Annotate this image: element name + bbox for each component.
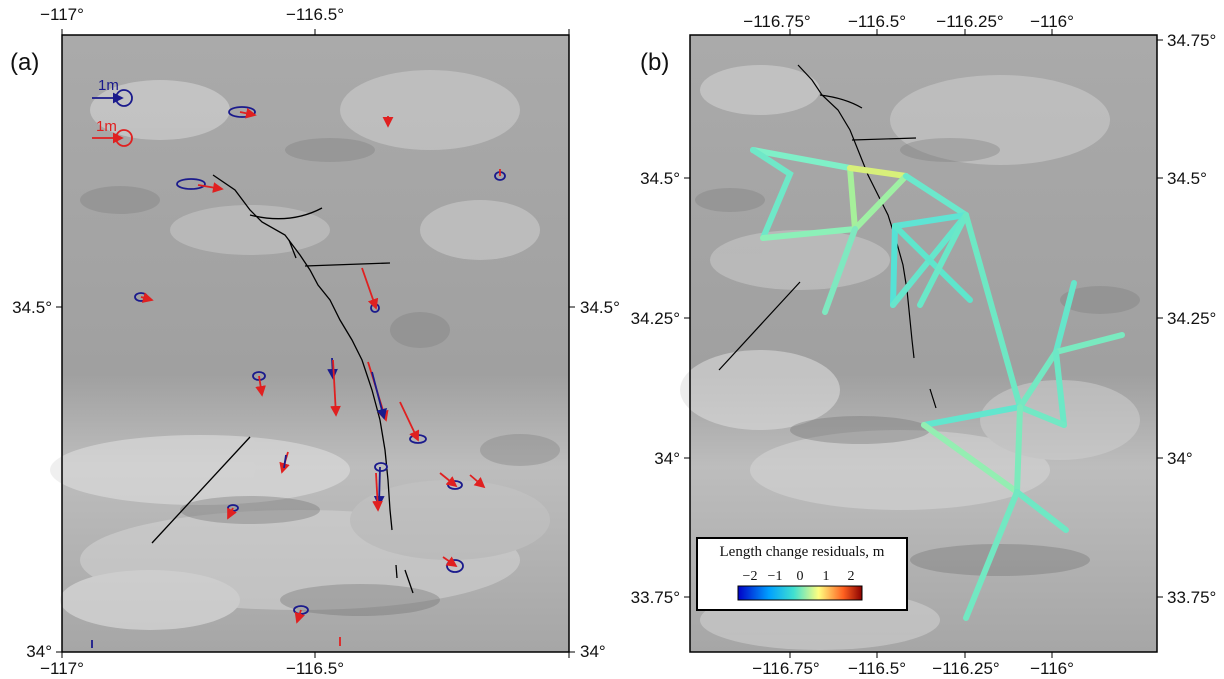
left-tick-label: 34° [654,449,680,468]
colorbar-tick: 0 [797,569,804,584]
bottom-tick-label: −116.75° [752,659,819,678]
left-tick-label: 34.5° [640,169,680,188]
fault-trace [797,64,915,359]
panel-b-label: (b) [640,49,669,76]
fault-trace [212,174,393,531]
baseline [847,165,909,179]
top-tick-label: −116.75° [743,12,810,31]
panel-b: Length change residuals, m −2 −1 0 1 2 [631,12,1217,678]
colorbar-title: Length change residuals, m [720,544,885,560]
baseline [1017,349,1059,410]
baseline [921,422,1020,495]
baseline [847,165,858,232]
displacement-arrows [91,89,506,648]
colorbar-tick: −1 [768,569,783,584]
right-tick-label: 34.5° [1167,169,1207,188]
fault-branch [304,262,391,267]
colorbar-gradient [737,585,863,601]
right-tick-label: 34° [1167,449,1193,468]
bottom-tick-label: −116° [1030,659,1074,678]
top-tick-label: −117° [40,5,84,24]
baseline [750,147,853,171]
panel-b-faults [718,64,937,409]
ref-label-observed: 1m [98,77,119,94]
baseline [963,212,1023,410]
right-tick-label: 34.75° [1167,31,1216,50]
baseline [1053,332,1125,355]
baseline [892,223,973,303]
baseline [1014,404,1023,495]
right-tick-label: 34.5° [580,298,620,317]
panel-a-shadows [80,138,560,616]
baseline [892,212,969,229]
baseline [917,212,969,308]
baseline [760,226,858,241]
baseline [890,223,898,308]
right-tick-label: 33.75° [1167,588,1216,607]
top-tick-label: −116° [1030,12,1074,31]
fault-line [718,281,801,371]
baseline-network [750,147,1125,621]
top-tick-label: −116.5° [848,12,906,31]
panel-a-faults [151,174,414,594]
baseline [1014,489,1069,533]
colorbar-tick: −2 [743,569,758,584]
bottom-tick-label: −116.25° [932,659,999,678]
baseline [963,489,1020,621]
colorbar-tick: 2 [848,569,855,584]
ref-ellipse-model [115,129,133,147]
left-tick-label: 34° [26,642,52,661]
bottom-tick-label: −116.5° [848,659,906,678]
colorbar-legend: Length change residuals, m −2 −1 0 1 2 [696,537,908,611]
fault-line [151,436,251,544]
top-tick-label: −116.5° [286,5,344,24]
panel-a-label: (a) [10,49,39,76]
ref-label-model: 1m [96,118,117,135]
fault-line [404,569,414,594]
right-tick-label: 34.25° [1167,309,1216,328]
bottom-tick-label: −116.5° [286,659,344,678]
baseline [903,173,969,218]
left-tick-label: 34.5° [12,298,52,317]
fault-branch [249,207,323,220]
panel-b-frame [689,34,1158,653]
panel-b-relief [680,65,1140,650]
baseline [921,404,1023,428]
left-tick-label: 33.75° [631,588,680,607]
panel-b-shadows [695,138,1140,576]
panel-a: (a) 1m 1m −117° −116.5° −117° −116.5° 34… [10,5,620,678]
baseline [1017,404,1067,428]
bottom-tick-label: −117° [40,659,84,678]
fault-branch [288,239,297,259]
baseline [852,173,909,232]
top-tick-label: −116.25° [936,12,1003,31]
colorbar-tick: 1 [823,569,830,584]
ref-ellipse-observed [115,89,133,107]
fault-branch [819,94,863,109]
baseline [1053,280,1077,355]
right-tick-label: 34° [580,642,606,661]
baseline [1053,349,1067,428]
fault-line [929,388,937,409]
fault-line [395,564,398,579]
baseline [822,226,858,315]
fault-branch [851,137,917,141]
baseline [750,147,794,241]
left-tick-label: 34.25° [631,309,680,328]
